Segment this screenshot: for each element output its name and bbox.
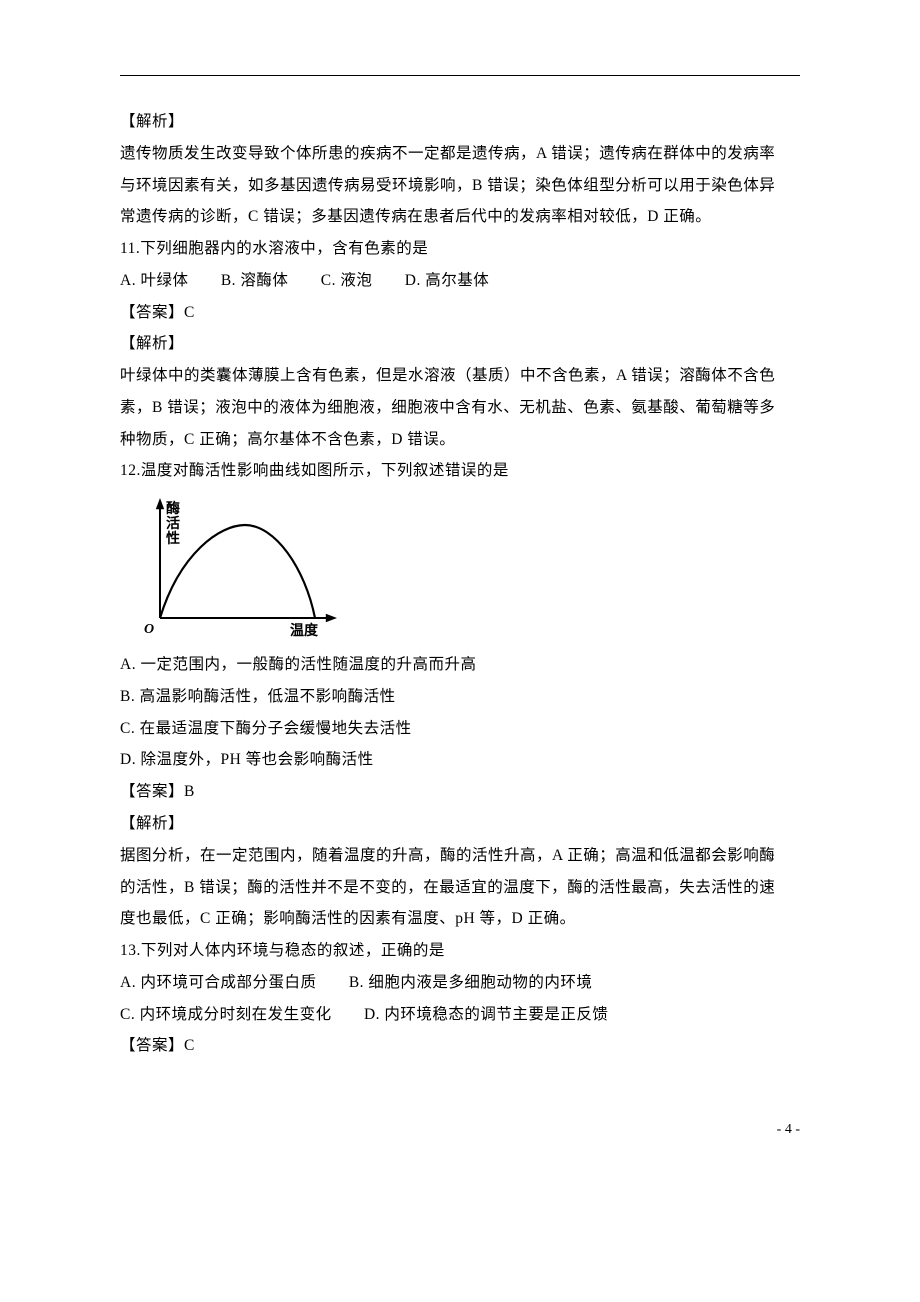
- x-axis-label: 温度: [290, 622, 319, 638]
- y-axis-arrow-icon: [156, 498, 164, 509]
- q11-explain-l2: 素，B 错误；液泡中的液体为细胞液，细胞液中含有水、无机盐、色素、氨基酸、葡萄糖…: [120, 392, 800, 424]
- q11-prompt: 11.下列细胞器内的水溶液中，含有色素的是: [120, 233, 800, 265]
- q13-opt-b: B. 细胞内液是多细胞动物的内环境: [349, 974, 593, 991]
- q12-answer: 【答案】B: [120, 776, 800, 808]
- q11-opt-b: B. 溶酶体: [221, 272, 289, 289]
- q13-opt-a: A. 内环境可合成部分蛋白质: [120, 974, 316, 991]
- q13-opt-d: D. 内环境稳态的调节主要是正反馈: [364, 1006, 608, 1023]
- q11-opt-c: C. 液泡: [321, 272, 373, 289]
- page-container: 【解析】 遗传物质发生改变导致个体所患的疾病不一定都是遗传病，A 错误；遗传病在…: [0, 0, 920, 1178]
- q13-options-row1: A. 内环境可合成部分蛋白质 B. 细胞内液是多细胞动物的内环境: [120, 967, 800, 999]
- q11-explain-l1: 叶绿体中的类囊体薄膜上含有色素，但是水溶液（基质）中不含色素，A 错误；溶酶体不…: [120, 360, 800, 392]
- y-axis-label: 酶活性: [166, 500, 180, 547]
- q13-opt-c: C. 内环境成分时刻在发生变化: [120, 1006, 332, 1023]
- q12-explain-l1: 据图分析，在一定范围内，随着温度的升高，酶的活性升高，A 正确；高温和低温都会影…: [120, 840, 800, 872]
- page-number: - 4 -: [120, 1122, 800, 1138]
- explain-header-10: 【解析】: [120, 106, 800, 138]
- activity-curve: [160, 525, 315, 618]
- q12-explain-l3: 度也最低，C 正确；影响酶活性的因素有温度、pH 等，D 正确。: [120, 903, 800, 935]
- q11-options: A. 叶绿体 B. 溶酶体 C. 液泡 D. 高尔基体: [120, 265, 800, 297]
- explain-10-line2: 与环境因素有关，如多基因遗传病易受环境影响，B 错误；染色体组型分析可以用于染色…: [120, 170, 800, 202]
- q13-options-row2: C. 内环境成分时刻在发生变化 D. 内环境稳态的调节主要是正反馈: [120, 999, 800, 1031]
- q13-answer: 【答案】C: [120, 1030, 800, 1062]
- q11-explain-header: 【解析】: [120, 328, 800, 360]
- x-axis-arrow-icon: [326, 614, 337, 622]
- q11-opt-a: A. 叶绿体: [120, 272, 188, 289]
- q11-answer: 【答案】C: [120, 297, 800, 329]
- q12-opt-a: A. 一定范围内，一般酶的活性随温度的升高而升高: [120, 649, 800, 681]
- q12-prompt: 12.温度对酶活性影响曲线如图所示，下列叙述错误的是: [120, 455, 800, 487]
- top-rule: [120, 75, 800, 76]
- q12-opt-c: C. 在最适温度下酶分子会缓慢地失去活性: [120, 713, 800, 745]
- origin-label: O: [144, 622, 154, 637]
- explain-10-line1: 遗传物质发生改变导致个体所患的疾病不一定都是遗传病，A 错误；遗传病在群体中的发…: [120, 138, 800, 170]
- q12-opt-d: D. 除温度外，PH 等也会影响酶活性: [120, 744, 800, 776]
- q12-explain-l2: 的活性，B 错误；酶的活性并不是不变的，在最适宜的温度下，酶的活性最高，失去活性…: [120, 872, 800, 904]
- explain-10-line3: 常遗传病的诊断，C 错误；多基因遗传病在患者后代中的发病率相对较低，D 正确。: [120, 201, 800, 233]
- q11-explain-l3: 种物质，C 正确；高尔基体不含色素，D 错误。: [120, 424, 800, 456]
- q12-explain-header: 【解析】: [120, 808, 800, 840]
- q11-opt-d: D. 高尔基体: [405, 272, 489, 289]
- q12-opt-b: B. 高温影响酶活性，低温不影响酶活性: [120, 681, 800, 713]
- q12-chart: 酶活性 O 温度: [120, 493, 800, 643]
- enzyme-activity-curve: 酶活性 O 温度: [120, 493, 345, 638]
- q13-prompt: 13.下列对人体内环境与稳态的叙述，正确的是: [120, 935, 800, 967]
